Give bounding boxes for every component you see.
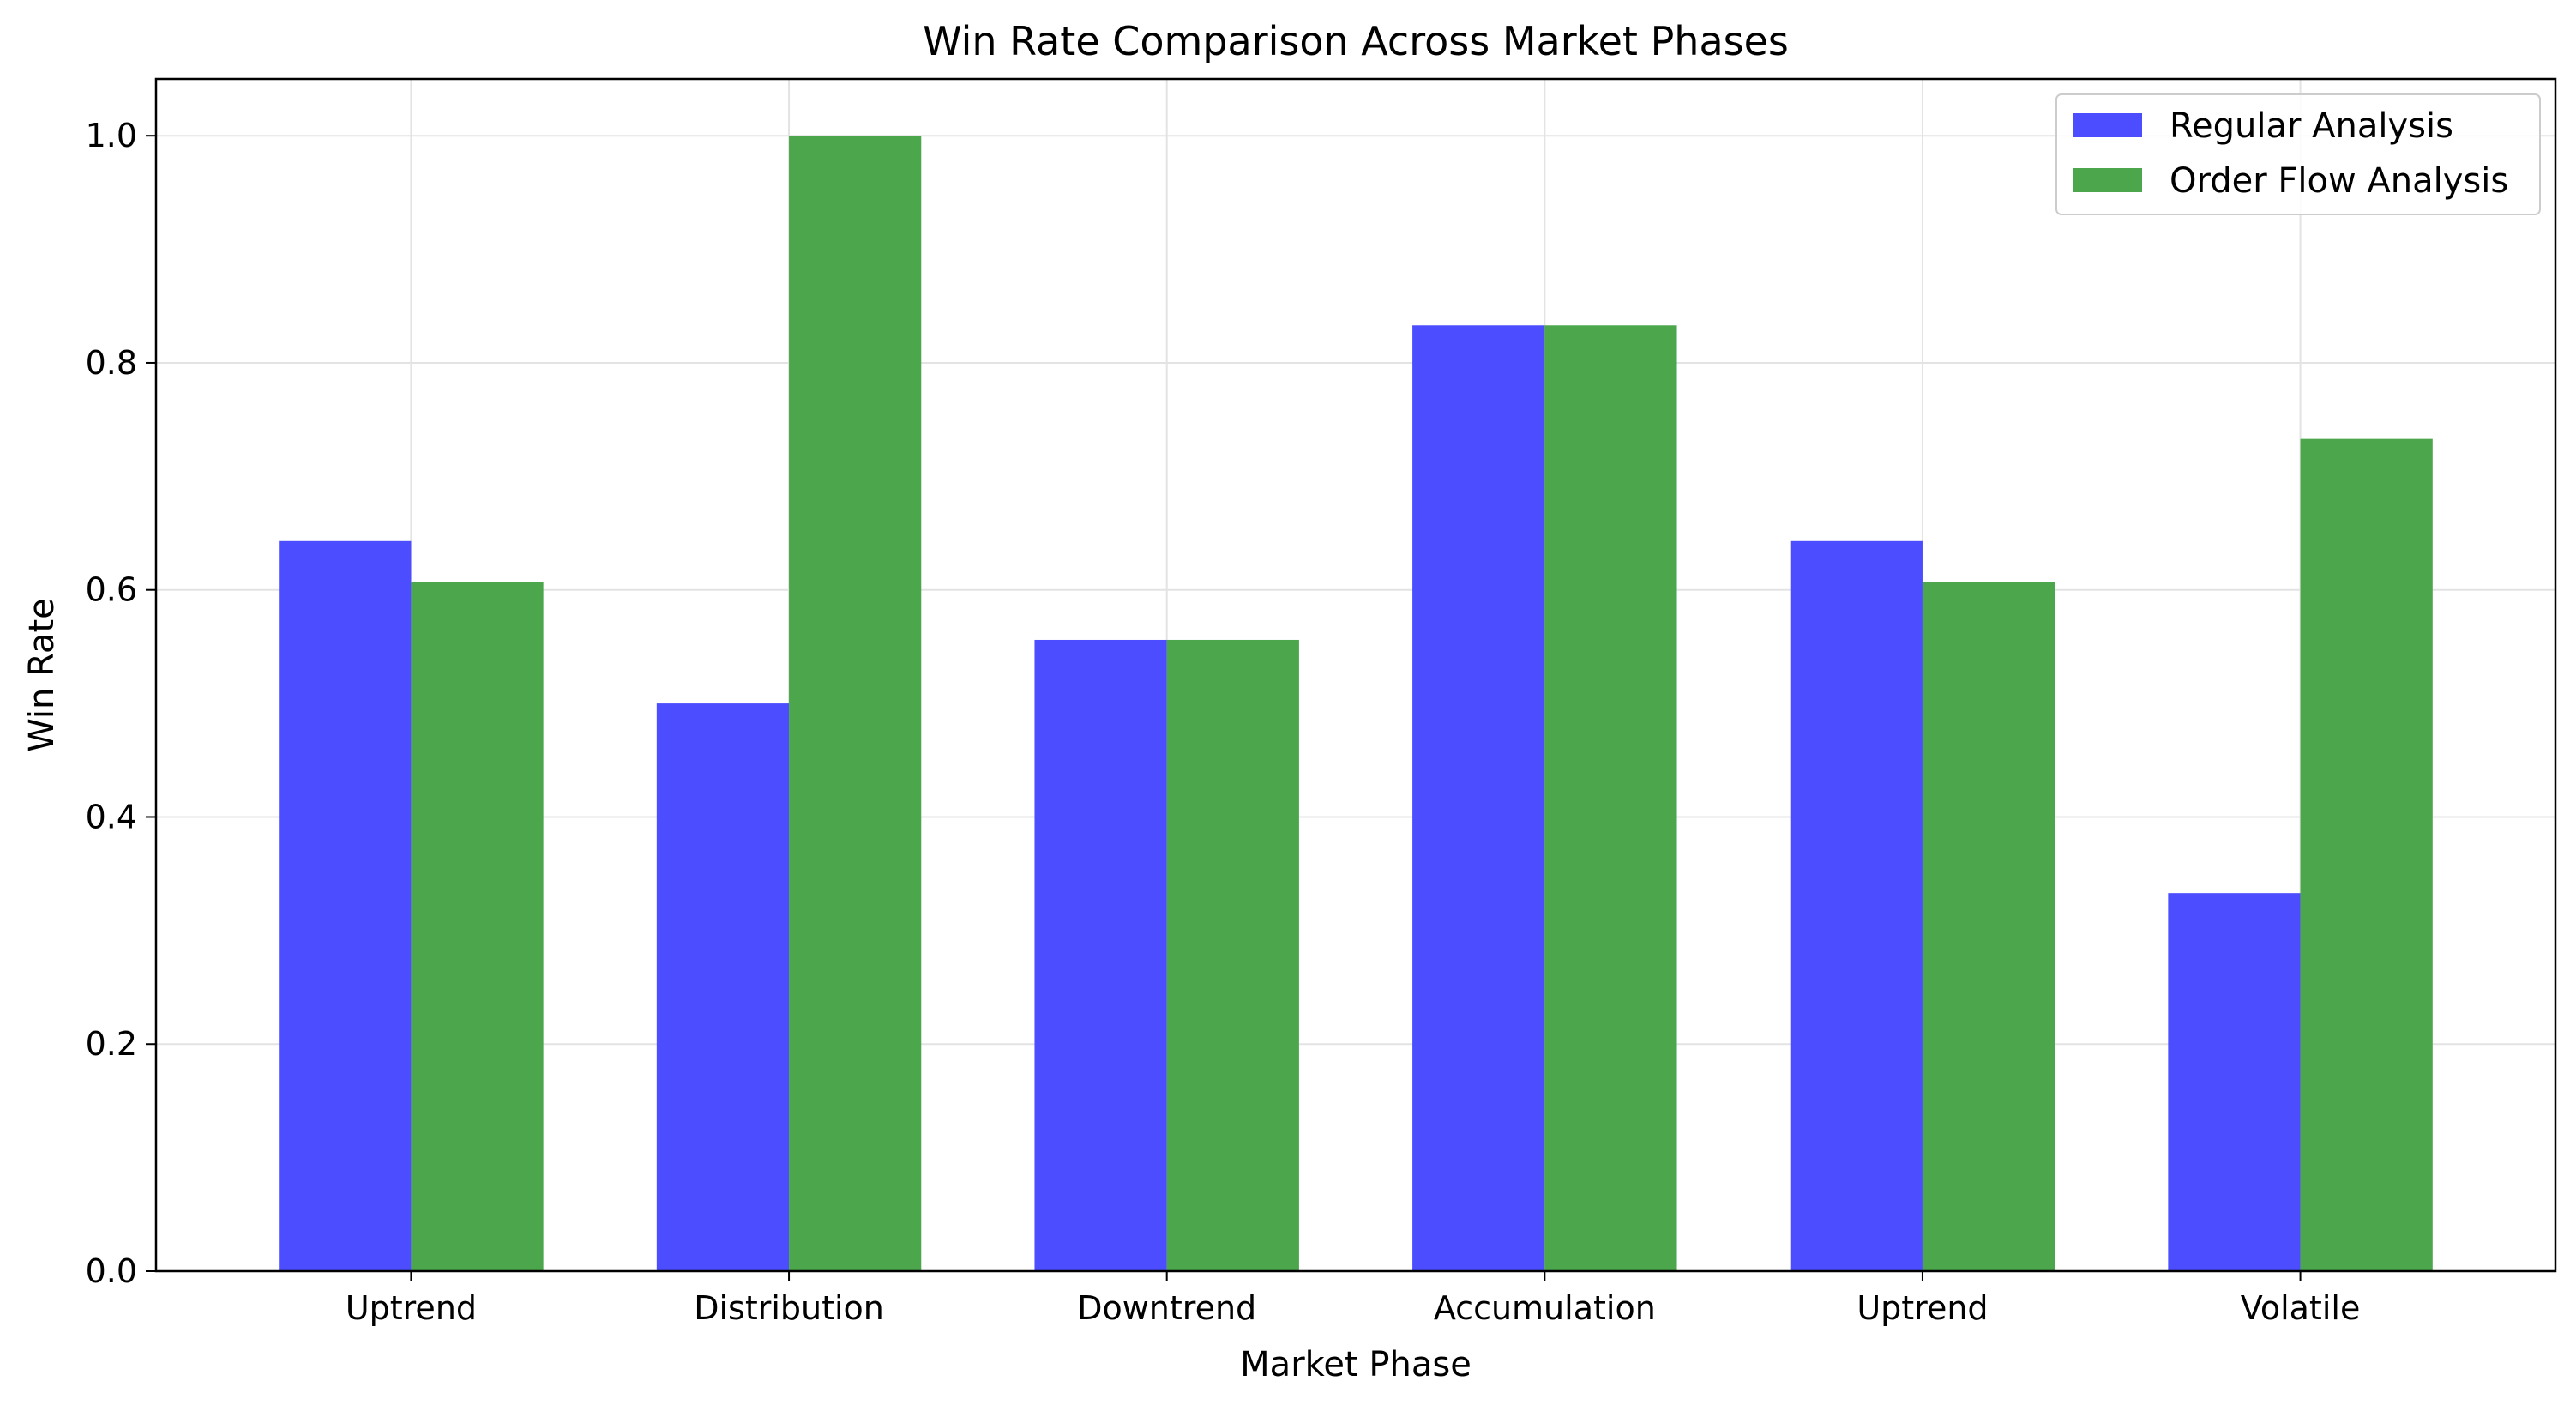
x-tick-label: Distribution [694,1289,884,1327]
y-axis-ticks: 0.0 0.2 0.4 0.6 0.8 1.0 [86,117,156,1290]
y-tick-label: 0.8 [86,344,137,382]
legend-label-regular-analysis: Regular Analysis [2170,106,2453,146]
chart-title: Win Rate Comparison Across Market Phases [923,18,1789,64]
bar-order-flow-analysis [1922,582,2055,1271]
x-tick-label: Accumulation [1434,1289,1656,1327]
legend-label-order-flow-analysis: Order Flow Analysis [2170,161,2508,201]
x-axis-ticks: Uptrend Distribution Downtrend Accumulation… [346,1271,2361,1327]
legend-swatch-regular-analysis [2073,113,2142,137]
x-tick-label: Uptrend [1857,1289,1988,1327]
bar-order-flow-analysis [789,136,922,1272]
bar-regular-analysis [656,703,790,1271]
bar-order-flow-analysis [411,582,544,1271]
x-axis-label: Market Phase [1240,1345,1472,1384]
y-tick-label: 0.0 [86,1252,137,1290]
bar-regular-analysis [2168,893,2301,1271]
legend-frame [2055,93,2541,215]
legend-swatch-order-flow-analysis [2073,168,2142,192]
y-axis-label: Win Rate [22,598,62,752]
plot-frame [154,77,2557,1273]
y-tick-label: 0.6 [86,571,137,609]
x-tick-label: Volatile [2241,1289,2361,1327]
bar-order-flow-analysis [1166,639,1299,1271]
y-tick-label: 0.2 [86,1025,137,1063]
bar-order-flow-analysis [1544,325,1677,1272]
bar-regular-analysis [279,540,412,1271]
bar-regular-analysis [1034,639,1167,1271]
y-tick-label: 1.0 [86,117,137,154]
bar-regular-analysis [1790,540,1923,1271]
bar-order-flow-analysis [2300,438,2433,1272]
x-tick-label: Downtrend [1077,1289,1256,1327]
bars [279,136,2433,1272]
y-tick-label: 0.4 [86,798,137,835]
legend: Regular Analysis Order Flow Analysis [2055,93,2541,215]
bar-regular-analysis [1412,325,1545,1272]
x-tick-label: Uptrend [346,1289,477,1327]
